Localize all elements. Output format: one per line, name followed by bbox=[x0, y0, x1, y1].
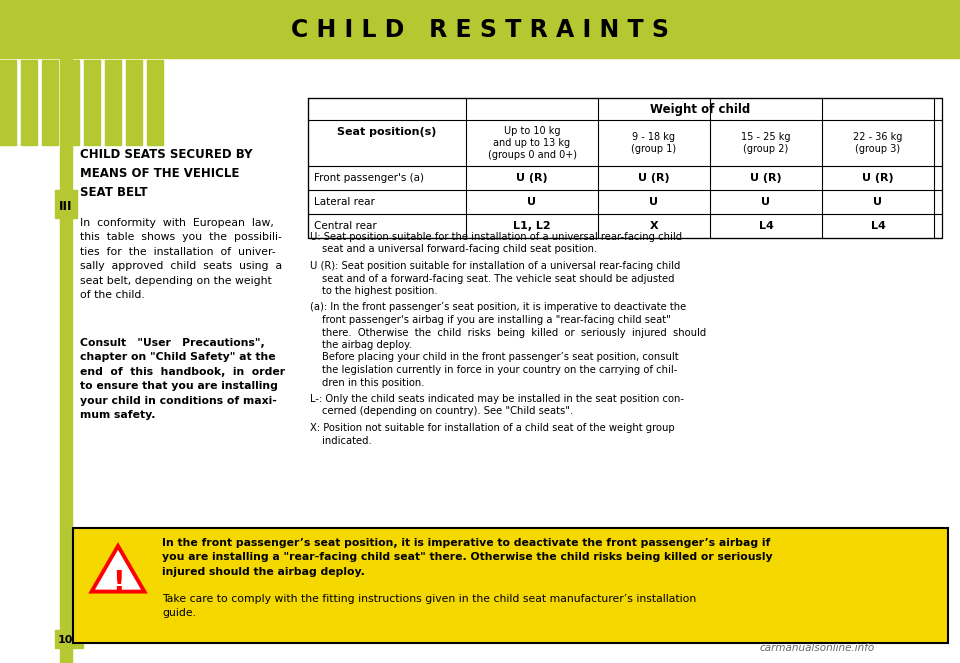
Text: U (R): U (R) bbox=[516, 173, 548, 183]
Text: CHILD SEATS SECURED BY
MEANS OF THE VEHICLE
SEAT BELT: CHILD SEATS SECURED BY MEANS OF THE VEHI… bbox=[80, 148, 252, 199]
Text: (a): In the front passenger’s seat position, it is imperative to deactivate the: (a): In the front passenger’s seat posit… bbox=[310, 302, 686, 312]
Text: cerned (depending on country). See "Child seats".: cerned (depending on country). See "Chil… bbox=[322, 406, 573, 416]
Bar bbox=[147, 60, 163, 145]
Bar bbox=[55, 190, 77, 218]
Bar bbox=[0, 60, 16, 145]
Text: there.  Otherwise  the  child  risks  being  killed  or  seriously  injured  sho: there. Otherwise the child risks being k… bbox=[322, 328, 707, 337]
Text: X: X bbox=[650, 221, 659, 231]
Text: III: III bbox=[60, 200, 73, 213]
Text: L4: L4 bbox=[758, 221, 774, 231]
Bar bbox=[21, 60, 37, 145]
Text: seat and a universal forward-facing child seat position.: seat and a universal forward-facing chil… bbox=[322, 245, 597, 255]
Bar bbox=[55, 630, 83, 648]
Bar bbox=[126, 60, 142, 145]
Text: !: ! bbox=[111, 569, 124, 597]
Text: 22 - 36 kg
(group 3): 22 - 36 kg (group 3) bbox=[853, 132, 902, 154]
Text: Consult   "User   Precautions",
chapter on "Child Safety" at the
end  of  this  : Consult "User Precautions", chapter on "… bbox=[80, 338, 285, 420]
Bar bbox=[0, 0, 960, 58]
Bar bbox=[84, 60, 100, 145]
Text: X: Position not suitable for installation of a child seat of the weight group: X: Position not suitable for installatio… bbox=[310, 423, 675, 433]
Text: L4: L4 bbox=[871, 221, 885, 231]
Text: U (R): Seat position suitable for installation of a universal rear-facing child: U (R): Seat position suitable for instal… bbox=[310, 261, 681, 271]
Text: Front passenger's (a): Front passenger's (a) bbox=[314, 173, 424, 183]
Text: U (R): U (R) bbox=[638, 173, 670, 183]
Text: 15 - 25 kg
(group 2): 15 - 25 kg (group 2) bbox=[741, 132, 791, 154]
Text: Before placing your child in the front passenger’s seat position, consult: Before placing your child in the front p… bbox=[322, 353, 679, 363]
Bar bbox=[63, 60, 79, 145]
Text: dren in this position.: dren in this position. bbox=[322, 377, 424, 387]
Text: U: U bbox=[874, 197, 882, 207]
Bar bbox=[60, 58, 72, 663]
Text: C H I L D   R E S T R A I N T S: C H I L D R E S T R A I N T S bbox=[291, 18, 669, 42]
Text: to the highest position.: to the highest position. bbox=[322, 286, 438, 296]
Bar bbox=[73, 528, 948, 643]
Text: Lateral rear: Lateral rear bbox=[314, 197, 374, 207]
Text: L-: Only the child seats indicated may be installed in the seat position con-: L-: Only the child seats indicated may b… bbox=[310, 394, 684, 404]
Text: carmanualsonline.info: carmanualsonline.info bbox=[759, 643, 875, 653]
Text: Up to 10 kg
and up to 13 kg
(groups 0 and 0+): Up to 10 kg and up to 13 kg (groups 0 an… bbox=[488, 125, 577, 160]
Text: U (R): U (R) bbox=[750, 173, 781, 183]
Text: the legislation currently in force in your country on the carrying of chil-: the legislation currently in force in yo… bbox=[322, 365, 678, 375]
Text: seat and of a forward-facing seat. The vehicle seat should be adjusted: seat and of a forward-facing seat. The v… bbox=[322, 274, 675, 284]
Bar bbox=[42, 60, 58, 145]
Text: U: U bbox=[761, 197, 771, 207]
Text: U: Seat position suitable for the installation of a universal rear-facing child: U: Seat position suitable for the instal… bbox=[310, 232, 683, 242]
Text: Take care to comply with the fitting instructions given in the child seat manufa: Take care to comply with the fitting ins… bbox=[162, 594, 696, 619]
Text: L1, L2: L1, L2 bbox=[514, 221, 551, 231]
Polygon shape bbox=[91, 546, 144, 591]
Text: Weight of child: Weight of child bbox=[650, 103, 750, 115]
Text: front passenger's airbag if you are installing a "rear-facing child seat": front passenger's airbag if you are inst… bbox=[322, 315, 671, 325]
Text: Central rear: Central rear bbox=[314, 221, 376, 231]
Text: 9 - 18 kg
(group 1): 9 - 18 kg (group 1) bbox=[632, 132, 677, 154]
Text: In the front passenger’s seat position, it is imperative to deactivate the front: In the front passenger’s seat position, … bbox=[162, 538, 773, 577]
Text: the airbag deploy.: the airbag deploy. bbox=[322, 340, 412, 350]
Text: In  conformity  with  European  law,
this  table  shows  you  the  possibili-
ti: In conformity with European law, this ta… bbox=[80, 218, 282, 300]
Text: U: U bbox=[650, 197, 659, 207]
Text: U (R): U (R) bbox=[862, 173, 894, 183]
Text: indicated.: indicated. bbox=[322, 436, 372, 446]
Bar bbox=[308, 98, 942, 238]
Text: 100: 100 bbox=[58, 635, 81, 645]
Bar bbox=[105, 60, 121, 145]
Text: Seat position(s): Seat position(s) bbox=[337, 127, 437, 137]
Text: U: U bbox=[527, 197, 537, 207]
